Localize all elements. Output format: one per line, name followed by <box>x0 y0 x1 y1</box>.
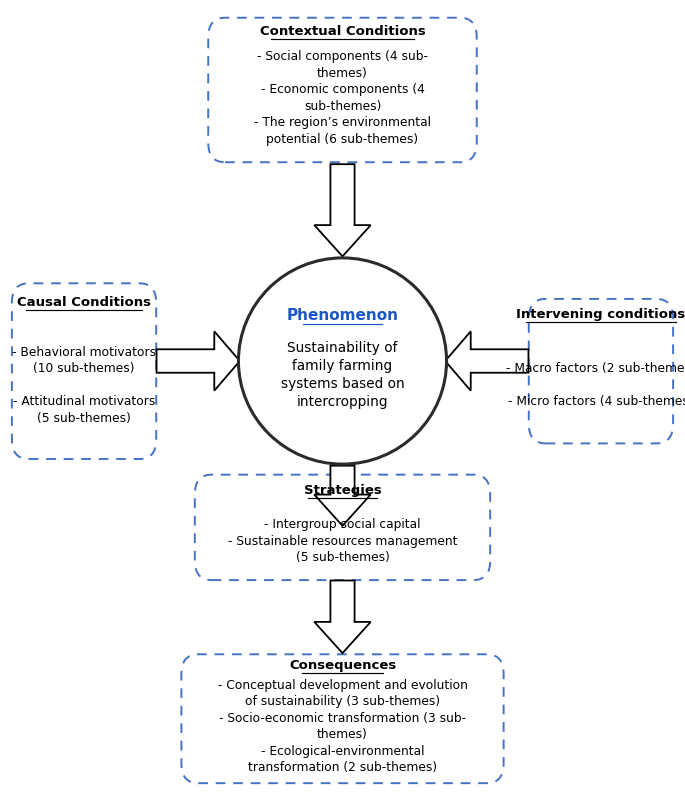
Polygon shape <box>157 332 240 391</box>
Polygon shape <box>314 580 371 653</box>
Text: Contextual Conditions: Contextual Conditions <box>260 25 425 38</box>
FancyBboxPatch shape <box>195 475 490 580</box>
Text: Causal Conditions: Causal Conditions <box>17 296 151 309</box>
Text: - Intergroup social capital
- Sustainable resources management
(5 sub-themes): - Intergroup social capital - Sustainabl… <box>227 518 458 564</box>
Text: Consequences: Consequences <box>289 659 396 672</box>
Text: - Conceptual development and evolution
of sustainability (3 sub-themes)
- Socio-: - Conceptual development and evolution o… <box>218 679 467 775</box>
FancyBboxPatch shape <box>12 283 156 459</box>
Polygon shape <box>314 465 371 526</box>
Text: Intervening conditions: Intervening conditions <box>516 308 685 321</box>
Text: Sustainability of
family farming
systems based on
intercropping: Sustainability of family farming systems… <box>281 341 404 409</box>
FancyBboxPatch shape <box>208 18 477 163</box>
Text: - Behavioral motivators
(10 sub-themes)

- Attitudinal motivators
(5 sub-themes): - Behavioral motivators (10 sub-themes) … <box>12 346 156 425</box>
FancyBboxPatch shape <box>182 654 503 783</box>
Text: - Social components (4 sub-
themes)
- Economic components (4
sub-themes)
- The r: - Social components (4 sub- themes) - Ec… <box>254 50 431 146</box>
Text: - Macro factors (2 sub-themes)

- Micro factors (4 sub-themes): - Macro factors (2 sub-themes) - Micro f… <box>506 362 685 408</box>
FancyBboxPatch shape <box>529 299 673 443</box>
Text: Strategies: Strategies <box>303 484 382 497</box>
Ellipse shape <box>238 258 447 464</box>
Polygon shape <box>445 332 528 391</box>
Text: Phenomenon: Phenomenon <box>286 308 399 324</box>
Polygon shape <box>314 164 371 257</box>
